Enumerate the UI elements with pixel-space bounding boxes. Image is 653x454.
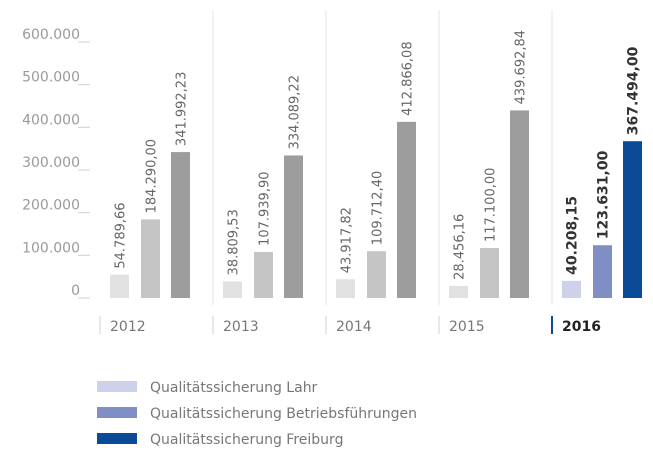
y-tick-label: 600.000 [22,27,80,43]
bar [449,285,468,298]
data-label: 54.789,66 [114,202,129,268]
data-label: 40.208,15 [565,196,581,275]
bar [510,110,529,298]
bar [336,279,355,298]
bar [110,274,129,298]
x-tick-label: 2016 [562,319,601,335]
y-tick-label: 200.000 [22,198,80,214]
bar [562,280,581,298]
x-tick-label: 2012 [110,319,146,335]
data-label: 28.456,16 [453,214,468,280]
legend-label: Qualitätssicherung Betriebsführungen [150,406,417,422]
data-label: 184.290,00 [145,139,160,213]
data-label: 109.712,40 [371,171,386,245]
data-label: 367.494,00 [626,46,642,135]
data-label: 117.100,00 [484,168,499,242]
data-label: 341.992,23 [175,72,190,146]
data-label: 334.089,22 [288,75,303,149]
x-tick-label: 2014 [336,319,372,335]
legend-swatch [97,381,137,392]
y-tick-label: 500.000 [22,70,80,86]
legend-swatch [97,407,137,418]
bar [171,152,190,298]
x-tick-label: 2015 [449,319,485,335]
bar [593,245,612,298]
y-tick-label: 0 [71,283,80,299]
x-tick-label: 2013 [223,319,259,335]
data-label: 439.692,84 [514,30,529,104]
bar [397,121,416,298]
bar [284,155,303,298]
legend-label: Qualitätssicherung Freiburg [150,432,343,448]
y-tick-label: 100.000 [22,240,80,256]
data-label: 123.631,00 [596,150,612,239]
bar [480,248,499,298]
bar [254,251,273,298]
legend-label: Qualitätssicherung Lahr [150,380,318,396]
y-tick-label: 400.000 [22,112,80,128]
legend-swatch [97,433,137,444]
y-tick-label: 300.000 [22,155,80,171]
bar [367,251,386,298]
bar [141,219,160,298]
bar [223,281,242,298]
data-label: 43.917,82 [340,207,355,273]
data-label: 107.939,90 [258,172,273,246]
bar [623,141,642,298]
data-label: 412.866,08 [401,41,416,115]
data-label: 38.809,53 [227,209,242,275]
